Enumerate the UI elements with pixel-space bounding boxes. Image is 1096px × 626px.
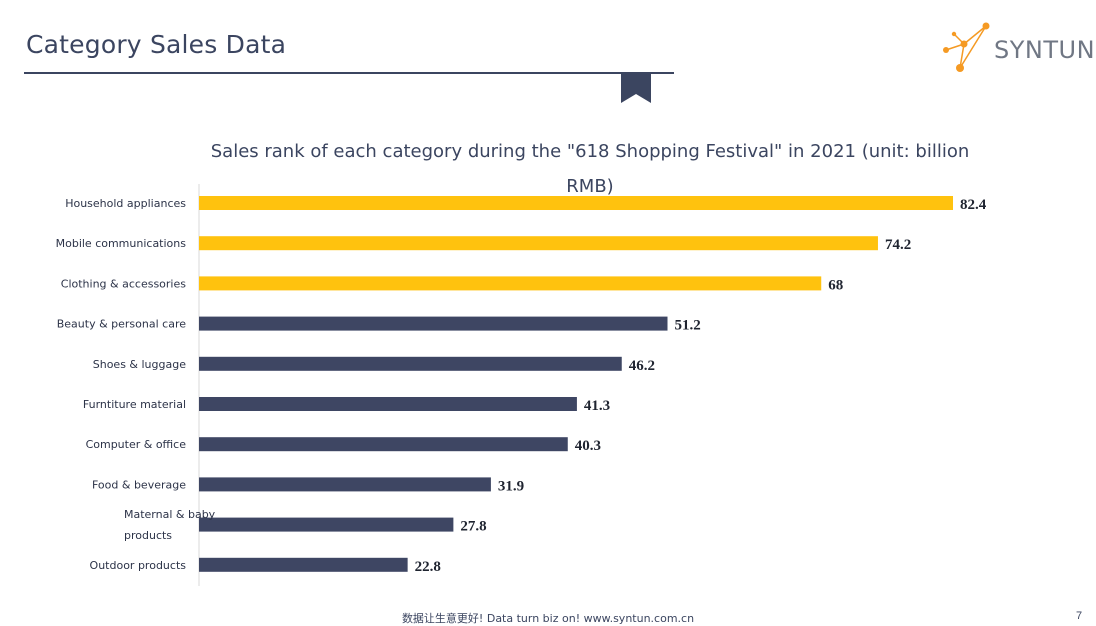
bar xyxy=(199,316,668,331)
data-label: 27.8 xyxy=(460,519,486,535)
data-label: 82.4 xyxy=(960,197,987,213)
category-label: Shoes & luggage xyxy=(93,358,186,371)
category-label: Food & beverage xyxy=(92,478,186,491)
syntun-logo-icon xyxy=(943,22,990,72)
data-label: 46.2 xyxy=(629,358,655,374)
category-label: Outdoor products xyxy=(90,559,187,572)
data-label: 41.3 xyxy=(584,398,610,414)
bookmark-icon xyxy=(621,72,651,103)
footer-slogan: 数据让生意更好! Data turn biz on! www.syntun.co… xyxy=(401,612,695,625)
logo-text: SYNTUN xyxy=(994,36,1096,64)
bar xyxy=(199,236,878,251)
bar xyxy=(199,557,408,572)
data-label: 31.9 xyxy=(498,478,524,494)
category-label: Clothing & accessories xyxy=(61,277,186,290)
bar xyxy=(199,397,577,411)
category-label: Household appliances xyxy=(65,197,186,210)
bar xyxy=(199,276,822,291)
chart-title: Sales rank of each category during the "… xyxy=(210,141,970,197)
bar xyxy=(199,356,622,371)
category-label: Mobile communications xyxy=(56,237,187,250)
data-label: 22.8 xyxy=(415,559,441,575)
bar xyxy=(199,517,454,532)
category-label: Computer & office xyxy=(86,438,187,451)
slide-title: Category Sales Data xyxy=(26,30,287,59)
bar xyxy=(199,437,568,452)
data-label: 68 xyxy=(828,277,843,293)
category-label: Maternal & baby xyxy=(124,508,216,521)
category-label: Beauty & personal care xyxy=(57,318,186,331)
data-label: 51.2 xyxy=(675,318,701,334)
data-label: 40.3 xyxy=(575,438,601,454)
title-underline xyxy=(24,72,674,74)
bar xyxy=(199,196,953,210)
page-number: 7 xyxy=(1076,610,1083,622)
data-label: 74.2 xyxy=(885,237,911,253)
category-label: products xyxy=(124,529,172,542)
bar xyxy=(199,477,491,492)
category-label: Furntiture material xyxy=(83,398,186,411)
